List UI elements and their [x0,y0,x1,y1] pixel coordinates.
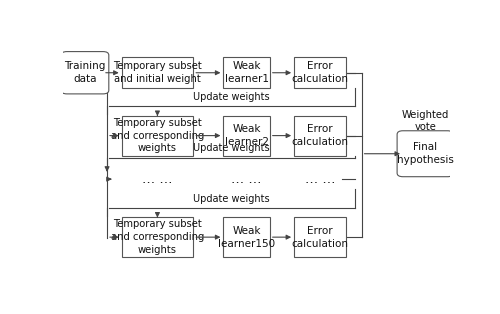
Text: Error
calculation: Error calculation [292,61,348,84]
Text: Temporary subset
and initial weight: Temporary subset and initial weight [113,61,202,84]
Text: Final
hypothesis: Final hypothesis [397,142,454,165]
Text: … …: … … [232,173,262,186]
Text: … …: … … [142,173,172,186]
FancyBboxPatch shape [294,217,346,257]
FancyBboxPatch shape [224,217,270,257]
FancyBboxPatch shape [61,51,109,94]
Text: … …: … … [305,173,336,186]
Text: Error
calculation: Error calculation [292,124,348,147]
Text: Weak
learner1: Weak learner1 [224,61,268,84]
Text: Update weights: Update weights [193,143,270,153]
Text: Temporary subset
and corresponding
weights: Temporary subset and corresponding weigh… [111,219,204,255]
FancyBboxPatch shape [122,57,194,89]
Text: Weak
learner150: Weak learner150 [218,226,275,249]
FancyBboxPatch shape [294,57,346,89]
Text: Temporary subset
and corresponding
weights: Temporary subset and corresponding weigh… [111,118,204,154]
FancyBboxPatch shape [294,116,346,155]
FancyBboxPatch shape [397,131,454,177]
FancyBboxPatch shape [224,116,270,155]
Text: Update weights: Update weights [193,91,270,101]
FancyBboxPatch shape [122,217,194,257]
Text: Update weights: Update weights [193,193,270,203]
Text: Training
data: Training data [64,61,106,84]
FancyBboxPatch shape [224,57,270,89]
FancyBboxPatch shape [122,116,194,155]
Text: Weak
learner2: Weak learner2 [224,124,268,147]
Text: Weighted
vote: Weighted vote [402,110,449,132]
Text: Error
calculation: Error calculation [292,226,348,249]
